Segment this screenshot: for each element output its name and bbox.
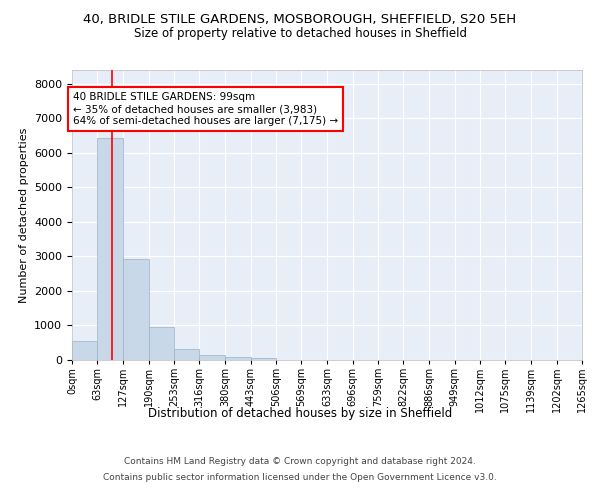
- Text: Distribution of detached houses by size in Sheffield: Distribution of detached houses by size …: [148, 408, 452, 420]
- Bar: [174, 348, 199, 360]
- Text: 40 BRIDLE STILE GARDENS: 99sqm
← 35% of detached houses are smaller (3,983)
64% : 40 BRIDLE STILE GARDENS: 99sqm ← 35% of …: [73, 92, 338, 126]
- Text: Size of property relative to detached houses in Sheffield: Size of property relative to detached ho…: [133, 28, 467, 40]
- Text: Contains HM Land Registry data © Crown copyright and database right 2024.: Contains HM Land Registry data © Crown c…: [124, 458, 476, 466]
- Text: Contains public sector information licensed under the Open Government Licence v3: Contains public sector information licen…: [103, 472, 497, 482]
- Bar: [225, 356, 251, 360]
- Text: 40, BRIDLE STILE GARDENS, MOSBOROUGH, SHEFFIELD, S20 5EH: 40, BRIDLE STILE GARDENS, MOSBOROUGH, SH…: [83, 12, 517, 26]
- Bar: [199, 355, 225, 360]
- Bar: [72, 342, 97, 360]
- Bar: [251, 358, 276, 360]
- Bar: [149, 327, 174, 360]
- Bar: [97, 138, 123, 360]
- Y-axis label: Number of detached properties: Number of detached properties: [19, 128, 29, 302]
- Bar: [123, 258, 149, 360]
